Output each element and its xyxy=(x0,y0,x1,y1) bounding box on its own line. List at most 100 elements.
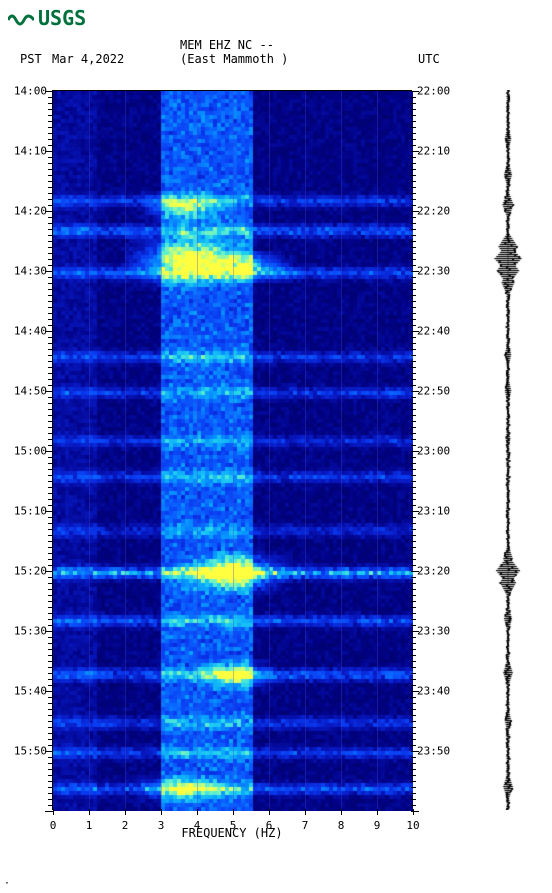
y-tick-minor xyxy=(411,145,416,146)
gridline-v xyxy=(161,91,162,809)
y-tick-minor xyxy=(411,649,416,650)
y-tick-minor xyxy=(411,289,416,290)
y-tick-minor xyxy=(411,277,416,278)
y-tick-minor xyxy=(48,229,53,230)
x-tick-mark xyxy=(413,809,414,815)
y-tick-minor xyxy=(411,127,416,128)
y-tick-minor xyxy=(411,283,416,284)
y-tick-minor xyxy=(411,319,416,320)
y-tick-right-label: 22:10 xyxy=(417,145,450,158)
left-tz-label: PST xyxy=(20,52,42,66)
y-tick-minor xyxy=(411,577,416,578)
y-tick-right-label: 23:00 xyxy=(417,445,450,458)
y-tick-minor xyxy=(411,247,416,248)
x-tick-mark xyxy=(53,809,54,815)
y-tick-minor xyxy=(411,181,416,182)
y-tick-minor xyxy=(411,757,416,758)
y-tick-minor xyxy=(48,187,53,188)
y-tick-minor xyxy=(411,265,416,266)
y-tick-minor xyxy=(48,373,53,374)
y-tick-minor xyxy=(48,307,53,308)
y-tick-minor xyxy=(411,709,416,710)
y-tick-major xyxy=(411,811,419,812)
y-tick-minor xyxy=(411,409,416,410)
y-tick-minor xyxy=(411,367,416,368)
y-tick-minor xyxy=(411,373,416,374)
y-tick-minor xyxy=(48,601,53,602)
y-tick-minor xyxy=(48,553,53,554)
y-tick-minor xyxy=(48,715,53,716)
y-tick-minor xyxy=(411,253,416,254)
y-tick-minor xyxy=(48,517,53,518)
y-tick-minor xyxy=(48,235,53,236)
y-tick-minor xyxy=(48,481,53,482)
date-label: Mar 4,2022 xyxy=(52,52,124,66)
y-tick-minor xyxy=(48,463,53,464)
y-tick-minor xyxy=(48,757,53,758)
y-tick-minor xyxy=(411,379,416,380)
gridline-v xyxy=(377,91,378,809)
y-tick-left-label: 14:00 xyxy=(14,85,47,98)
y-tick-minor xyxy=(48,787,53,788)
y-tick-minor xyxy=(48,355,53,356)
y-tick-minor xyxy=(411,313,416,314)
y-tick-minor xyxy=(48,223,53,224)
y-tick-minor xyxy=(48,175,53,176)
y-tick-minor xyxy=(411,229,416,230)
y-tick-minor xyxy=(48,613,53,614)
y-tick-minor xyxy=(411,775,416,776)
y-tick-minor xyxy=(48,295,53,296)
y-tick-minor xyxy=(411,115,416,116)
y-tick-minor xyxy=(48,163,53,164)
y-tick-minor xyxy=(411,607,416,608)
usgs-logo: USGS xyxy=(8,6,86,30)
y-tick-minor xyxy=(48,577,53,578)
y-tick-minor xyxy=(48,469,53,470)
y-tick-minor xyxy=(411,295,416,296)
x-tick-mark xyxy=(341,809,342,815)
y-tick-minor xyxy=(48,157,53,158)
y-tick-minor xyxy=(411,157,416,158)
y-tick-minor xyxy=(411,613,416,614)
y-tick-minor xyxy=(411,223,416,224)
y-tick-minor xyxy=(48,649,53,650)
y-tick-right-label: 23:10 xyxy=(417,505,450,518)
seismogram-canvas xyxy=(490,90,526,810)
y-tick-minor xyxy=(48,127,53,128)
x-tick-mark xyxy=(161,809,162,815)
y-tick-minor xyxy=(411,667,416,668)
y-tick-minor xyxy=(48,781,53,782)
y-tick-minor xyxy=(411,523,416,524)
gridline-v xyxy=(269,91,270,809)
y-tick-minor xyxy=(48,661,53,662)
y-tick-minor xyxy=(48,397,53,398)
y-tick-minor xyxy=(48,625,53,626)
y-tick-minor xyxy=(48,499,53,500)
y-tick-minor xyxy=(411,625,416,626)
x-tick-mark xyxy=(233,809,234,815)
y-tick-minor xyxy=(411,121,416,122)
y-tick-minor xyxy=(411,685,416,686)
y-tick-minor xyxy=(48,595,53,596)
y-tick-minor xyxy=(411,697,416,698)
y-tick-minor xyxy=(48,475,53,476)
corner-mark: · xyxy=(4,878,10,889)
y-tick-minor xyxy=(48,643,53,644)
y-tick-minor xyxy=(411,643,416,644)
y-tick-minor xyxy=(411,139,416,140)
y-tick-minor xyxy=(48,139,53,140)
y-tick-minor xyxy=(411,661,416,662)
y-tick-left-label: 14:20 xyxy=(14,205,47,218)
y-tick-minor xyxy=(48,775,53,776)
y-tick-minor xyxy=(411,433,416,434)
y-tick-right-label: 23:20 xyxy=(417,565,450,578)
y-tick-minor xyxy=(48,505,53,506)
y-tick-minor xyxy=(411,397,416,398)
y-tick-minor xyxy=(48,277,53,278)
y-tick-minor xyxy=(411,337,416,338)
x-tick-mark xyxy=(305,809,306,815)
y-tick-right-label: 22:20 xyxy=(417,205,450,218)
y-tick-minor xyxy=(48,103,53,104)
y-tick-minor xyxy=(411,199,416,200)
y-tick-minor xyxy=(48,607,53,608)
